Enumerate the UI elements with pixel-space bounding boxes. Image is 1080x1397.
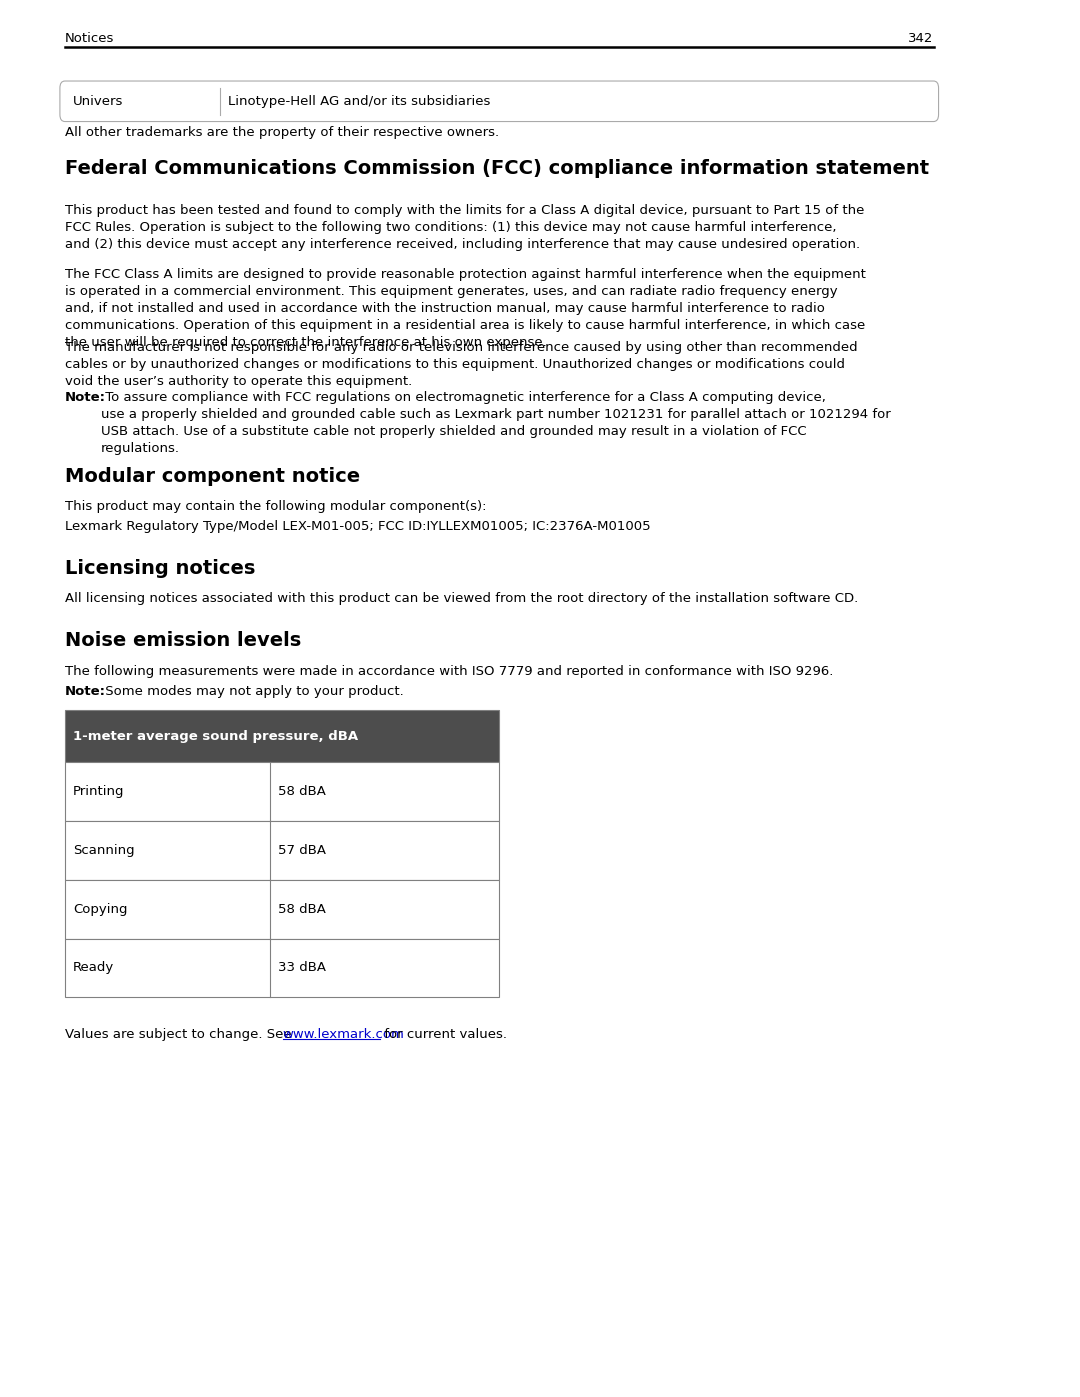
- Text: 1-meter average sound pressure, dBA: 1-meter average sound pressure, dBA: [72, 729, 357, 743]
- Text: Modular component notice: Modular component notice: [65, 467, 360, 486]
- Text: 58 dBA: 58 dBA: [278, 902, 325, 915]
- Text: This product has been tested and found to comply with the limits for a Class A d: This product has been tested and found t…: [65, 204, 864, 251]
- Text: Note:: Note:: [65, 391, 106, 404]
- Text: 342: 342: [908, 32, 933, 45]
- Text: Scanning: Scanning: [72, 844, 135, 856]
- Text: All other trademarks are the property of their respective owners.: All other trademarks are the property of…: [65, 126, 499, 138]
- Text: The manufacturer is not responsible for any radio or television interference cau: The manufacturer is not responsible for …: [65, 341, 858, 388]
- Text: 57 dBA: 57 dBA: [278, 844, 325, 856]
- Text: www.lexmark.com: www.lexmark.com: [283, 1028, 404, 1041]
- Text: Noise emission levels: Noise emission levels: [65, 631, 301, 651]
- Bar: [65, 880, 499, 939]
- Text: To assure compliance with FCC regulations on electromagnetic interference for a : To assure compliance with FCC regulation…: [100, 391, 891, 455]
- Text: This product may contain the following modular component(s):: This product may contain the following m…: [65, 500, 486, 513]
- Text: 33 dBA: 33 dBA: [278, 961, 325, 974]
- Text: Some modes may not apply to your product.: Some modes may not apply to your product…: [100, 685, 404, 697]
- Text: 58 dBA: 58 dBA: [278, 785, 325, 798]
- Text: Copying: Copying: [72, 902, 127, 915]
- FancyBboxPatch shape: [59, 81, 939, 122]
- Text: Note:: Note:: [65, 685, 106, 697]
- Bar: [65, 939, 499, 997]
- Bar: [65, 710, 499, 763]
- Text: The FCC Class A limits are designed to provide reasonable protection against har: The FCC Class A limits are designed to p…: [65, 268, 866, 349]
- Text: Univers: Univers: [72, 95, 123, 108]
- Text: Notices: Notices: [65, 32, 114, 45]
- Text: Lexmark Regulatory Type/Model LEX-M01-005; FCC ID:IYLLEXM01005; IC:2376A-M01005: Lexmark Regulatory Type/Model LEX-M01-00…: [65, 520, 650, 532]
- Text: Printing: Printing: [72, 785, 124, 798]
- Text: The following measurements were made in accordance with ISO 7779 and reported in: The following measurements were made in …: [65, 665, 834, 678]
- Text: Licensing notices: Licensing notices: [65, 559, 255, 578]
- Text: Federal Communications Commission (FCC) compliance information statement: Federal Communications Commission (FCC) …: [65, 159, 929, 179]
- Bar: [65, 763, 499, 821]
- Text: Values are subject to change. See: Values are subject to change. See: [65, 1028, 296, 1041]
- Text: Linotype-Hell AG and/or its subsidiaries: Linotype-Hell AG and/or its subsidiaries: [228, 95, 490, 108]
- Text: for current values.: for current values.: [380, 1028, 508, 1041]
- Text: Ready: Ready: [72, 961, 114, 974]
- Bar: [65, 821, 499, 880]
- Text: All licensing notices associated with this product can be viewed from the root d: All licensing notices associated with th…: [65, 592, 859, 605]
